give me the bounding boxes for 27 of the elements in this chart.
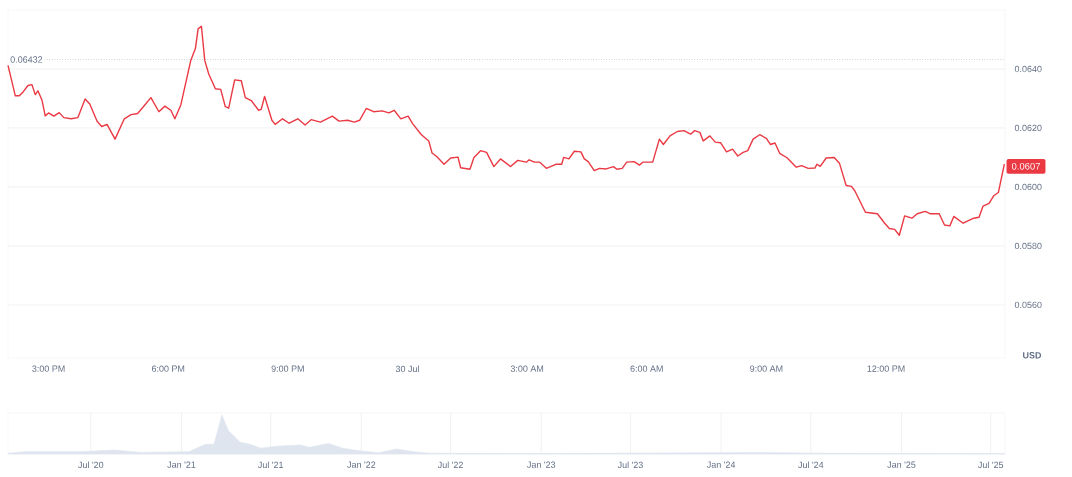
x-tick-label: 9:00 PM — [271, 365, 304, 372]
x-tick-label: 6:00 PM — [151, 365, 185, 372]
x-tick-label: 12:00 PM — [867, 365, 905, 372]
annotation: 0.0607 — [1011, 162, 1041, 170]
y-tick-label: 0.0560 — [1014, 301, 1042, 309]
x-tick-label: Jan '21 — [167, 461, 196, 468]
x-tick-label: 30 Jul — [395, 365, 419, 373]
y-tick-label: 0.0580 — [1014, 242, 1042, 250]
ref-line-label: 0.06432 — [10, 56, 43, 63]
x-tick-label: Jul '20 — [78, 461, 104, 469]
x-tick-label: Jan '25 — [887, 461, 916, 468]
x-tick-label: Jan '24 — [706, 461, 736, 468]
y-tick-label: 0.0600 — [1014, 183, 1042, 191]
y-axis-title: USD — [1023, 352, 1042, 359]
x-tick-label: Jul '21 — [258, 461, 284, 469]
x-tick-label: Jul '25 — [978, 461, 1004, 469]
x-tick-label: 6:00 AM — [630, 365, 663, 372]
y-tick-label: 0.0620 — [1014, 124, 1042, 132]
y-tick-label: 0.0640 — [1014, 65, 1042, 73]
x-tick-label: Jan '22 — [347, 461, 376, 468]
x-tick-label: Jan '23 — [527, 461, 556, 468]
x-tick-label: Jul '24 — [798, 461, 824, 469]
x-tick-label: 3:00 PM — [32, 365, 65, 372]
x-tick-label: Jul '23 — [617, 461, 643, 469]
x-tick-label: 3:00 AM — [510, 365, 544, 372]
x-tick-label: Jul '22 — [437, 461, 463, 469]
x-tick-label: 9:00 AM — [750, 365, 783, 372]
